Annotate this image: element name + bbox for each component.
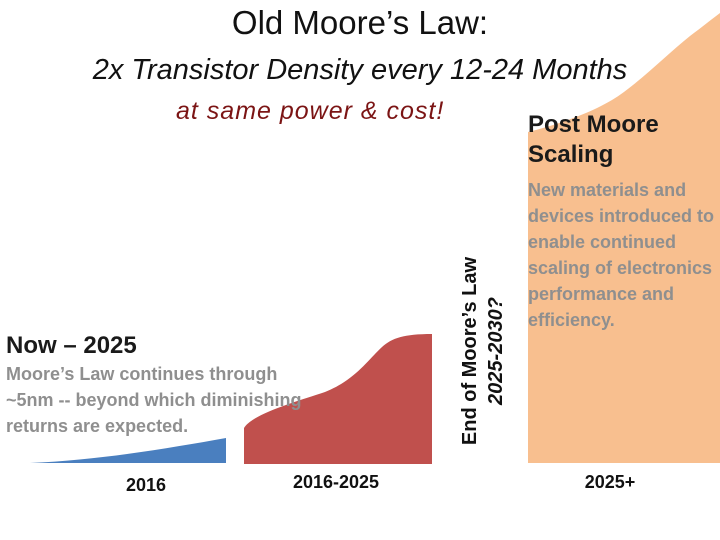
post-moore-description: New materials and devices introduced to … bbox=[528, 180, 715, 330]
period-label-2016: 2016 bbox=[125, 475, 167, 495]
now-2025-description: Moore’s Law continues through ~5nm -- be… bbox=[6, 364, 302, 436]
end-of-moores-law-label: End of Moore’s Law 2025-2030? bbox=[455, 244, 511, 457]
end-years: 2025-2030? bbox=[485, 296, 507, 405]
subtitle-note: at same power & cost! bbox=[176, 97, 445, 125]
slide-subtitle: 2x Transistor Density every 12-24 Months bbox=[92, 54, 628, 86]
curve-2016 bbox=[30, 438, 226, 463]
curve-2016-2025 bbox=[244, 334, 432, 464]
post-moore-title: Post Moore Scaling bbox=[528, 111, 659, 168]
slide-title: Old Moore’s Law: bbox=[231, 4, 489, 41]
period-label-2016-2025: 2016-2025 bbox=[292, 472, 380, 492]
now-2025-title: Now – 2025 bbox=[6, 332, 137, 359]
end-label: End of Moore’s Law bbox=[459, 256, 481, 445]
period-label-2025-plus: 2025+ bbox=[584, 472, 636, 492]
curve-post-moore bbox=[528, 13, 720, 463]
